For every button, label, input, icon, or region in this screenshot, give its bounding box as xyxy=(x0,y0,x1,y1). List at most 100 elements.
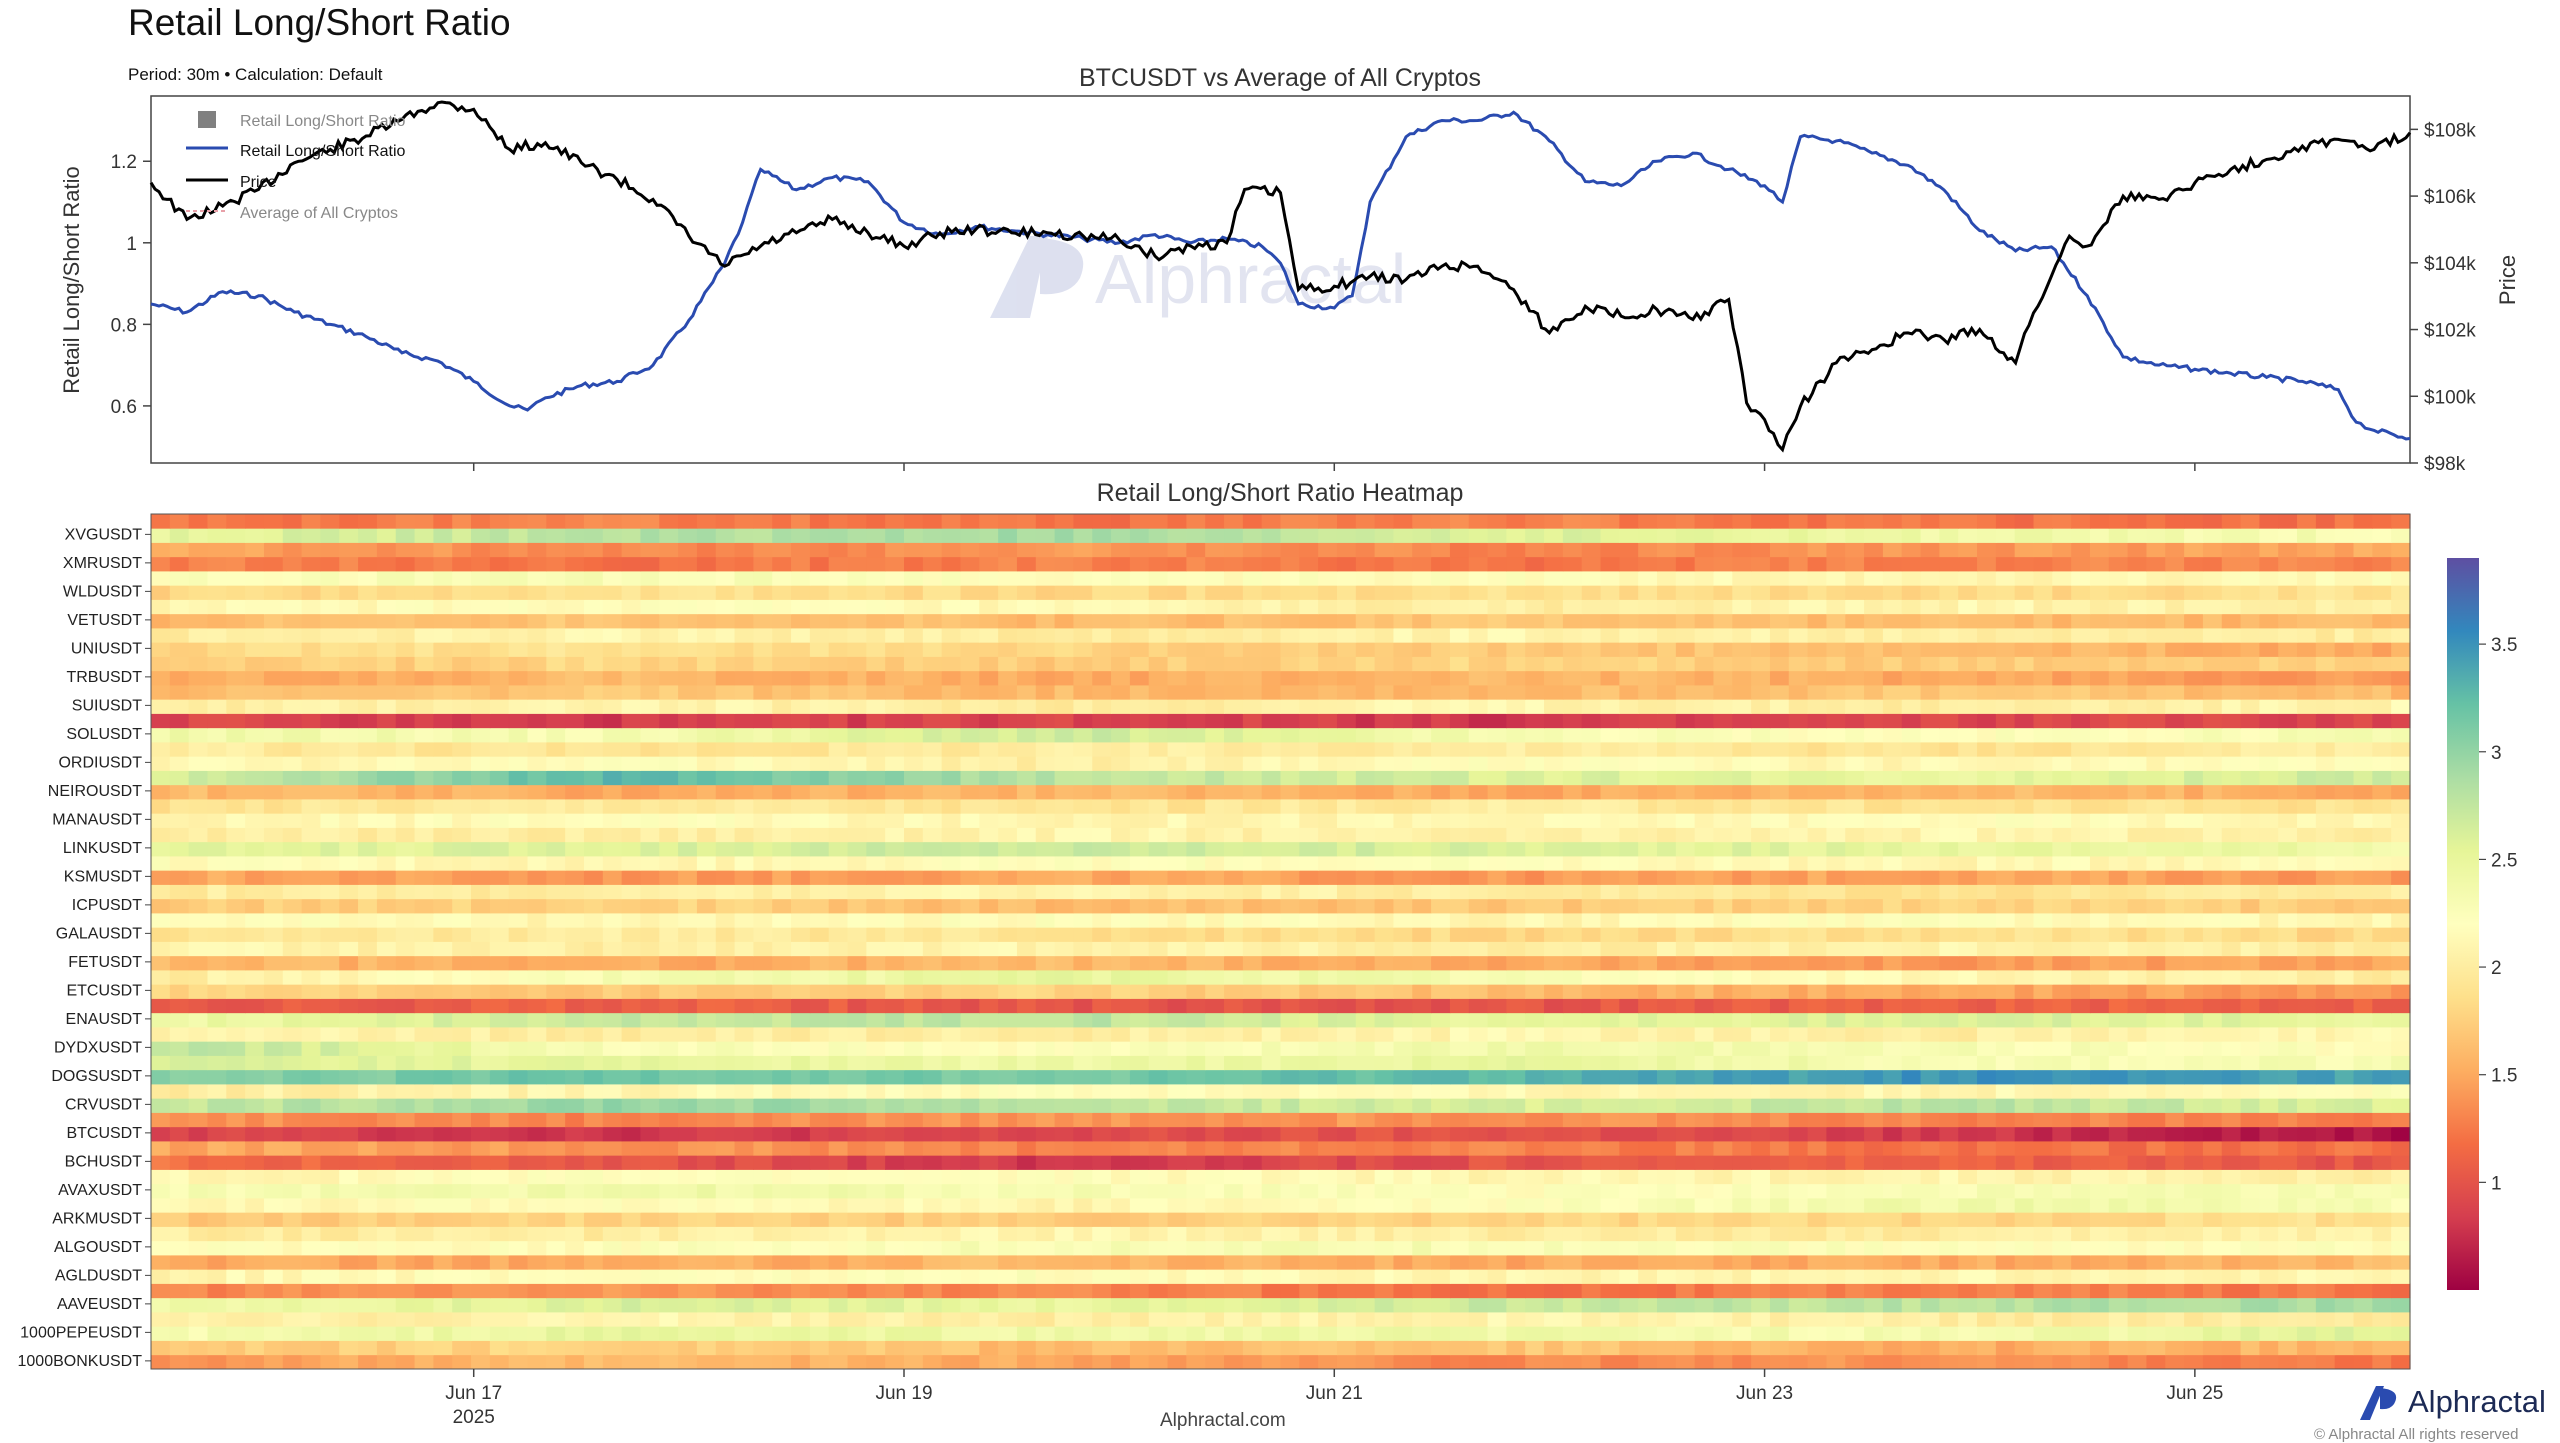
heatmap-cell xyxy=(1676,913,1695,928)
heatmap-cell xyxy=(923,1155,942,1170)
heatmap-cell xyxy=(1902,899,1921,914)
heatmap-cell xyxy=(358,1255,377,1270)
heatmap-cell xyxy=(1695,1355,1714,1370)
heatmap-cell xyxy=(1638,1084,1657,1099)
heatmap-cell xyxy=(1789,842,1808,857)
heatmap-cell xyxy=(151,1227,170,1242)
heatmap-cell xyxy=(942,1326,961,1341)
heatmap-cell xyxy=(1883,799,1902,814)
heatmap-cell xyxy=(1224,1027,1243,1042)
heatmap-cell xyxy=(1883,956,1902,971)
heatmap-cell xyxy=(1977,870,1996,885)
heatmap-cell xyxy=(1808,1013,1827,1028)
heatmap-cell xyxy=(1638,942,1657,957)
heatmap-cell xyxy=(979,1056,998,1071)
heatmap-cell xyxy=(942,1170,961,1185)
heatmap-cell xyxy=(1469,1084,1488,1099)
heatmap-cell xyxy=(1186,956,1205,971)
heatmap-cell xyxy=(320,984,339,999)
heatmap-cell xyxy=(1845,785,1864,800)
heatmap-cell xyxy=(1431,970,1450,985)
heatmap-cell xyxy=(396,1298,415,1313)
heatmap-cell xyxy=(546,1227,565,1242)
heatmap-cell xyxy=(1789,1312,1808,1327)
heatmap-cell xyxy=(1017,828,1036,843)
heatmap-cell xyxy=(1544,1155,1563,1170)
heatmap-cell xyxy=(1130,927,1149,942)
heatmap-cell xyxy=(396,1098,415,1113)
heatmap-cell xyxy=(1299,1056,1318,1071)
heatmap-cell xyxy=(735,1013,754,1028)
watermark-icon xyxy=(990,236,1083,318)
heatmap-cell xyxy=(2222,1170,2241,1185)
heatmap-cell xyxy=(923,984,942,999)
heatmap-cell xyxy=(2165,813,2184,828)
heatmap-cell xyxy=(471,1170,490,1185)
heatmap-cell xyxy=(1939,842,1958,857)
heatmap-cell xyxy=(2146,828,2165,843)
right-tick-label: $108k xyxy=(2424,120,2476,141)
heatmap-cell xyxy=(546,1070,565,1085)
heatmap-cell xyxy=(1619,1113,1638,1128)
heatmap-cell xyxy=(2109,1312,2128,1327)
heatmap-cell xyxy=(1996,927,2015,942)
heatmap-cell xyxy=(302,970,321,985)
heatmap-cell xyxy=(2335,999,2354,1014)
heatmap-cell xyxy=(320,942,339,957)
heatmap-cell xyxy=(923,799,942,814)
heatmap-cell xyxy=(245,870,264,885)
heatmap-cell xyxy=(791,1013,810,1028)
heatmap-cell xyxy=(528,1355,547,1370)
heatmap-cell xyxy=(320,856,339,871)
heatmap-cell xyxy=(1450,999,1469,1014)
heatmap-cell xyxy=(1713,1113,1732,1128)
heatmap-cell xyxy=(264,899,283,914)
heatmap-cell xyxy=(1845,984,1864,999)
heatmap-cell xyxy=(1601,1070,1620,1085)
heatmap-cell xyxy=(2184,1184,2203,1199)
heatmap-cell xyxy=(697,1255,716,1270)
heatmap-cell xyxy=(622,1341,641,1356)
heatmap-cell xyxy=(998,885,1017,900)
heatmap-cell xyxy=(207,1155,226,1170)
heatmap-cell xyxy=(1977,856,1996,871)
heatmap-cell xyxy=(2071,927,2090,942)
heatmap-cell xyxy=(245,856,264,871)
heatmap-row xyxy=(151,1255,2411,1270)
heatmap-cell xyxy=(1055,828,1074,843)
heatmap-cell xyxy=(2184,1013,2203,1028)
heatmap-cell xyxy=(189,856,208,871)
heatmap-cell xyxy=(1036,1084,1055,1099)
heatmap-cell xyxy=(866,984,885,999)
heatmap-cell xyxy=(1092,870,1111,885)
heatmap-cell xyxy=(2354,970,2373,985)
heatmap-cell xyxy=(1318,1255,1337,1270)
heatmap-cell xyxy=(791,1312,810,1327)
heatmap-cell xyxy=(1055,1341,1074,1356)
heatmap-cell xyxy=(1582,1027,1601,1042)
heatmap-cell xyxy=(960,999,979,1014)
heatmap-cell xyxy=(1544,1269,1563,1284)
heatmap-cell xyxy=(942,1098,961,1113)
heatmap-cell xyxy=(1789,1184,1808,1199)
heatmap-cell xyxy=(302,1269,321,1284)
heatmap-cell xyxy=(1488,856,1507,871)
heatmap-cell xyxy=(1544,1198,1563,1213)
heatmap-cell xyxy=(207,1141,226,1156)
heatmap-cell xyxy=(1544,1355,1563,1370)
heatmap-cell xyxy=(848,1241,867,1256)
heatmap-cell xyxy=(528,1098,547,1113)
heatmap-cell xyxy=(1902,1284,1921,1299)
heatmap-cell xyxy=(1826,813,1845,828)
heatmap-cell xyxy=(979,942,998,957)
heatmap-cell xyxy=(264,1155,283,1170)
heatmap-row xyxy=(151,913,2411,928)
heatmap-cell xyxy=(1506,1355,1525,1370)
heatmap-cell xyxy=(2372,1184,2391,1199)
heatmap-cell xyxy=(2391,970,2410,985)
heatmap-cell xyxy=(791,1241,810,1256)
heatmap-cell xyxy=(2184,1141,2203,1156)
heatmap-cell xyxy=(1732,984,1751,999)
heatmap-cell xyxy=(226,1027,245,1042)
heatmap-cell xyxy=(528,970,547,985)
